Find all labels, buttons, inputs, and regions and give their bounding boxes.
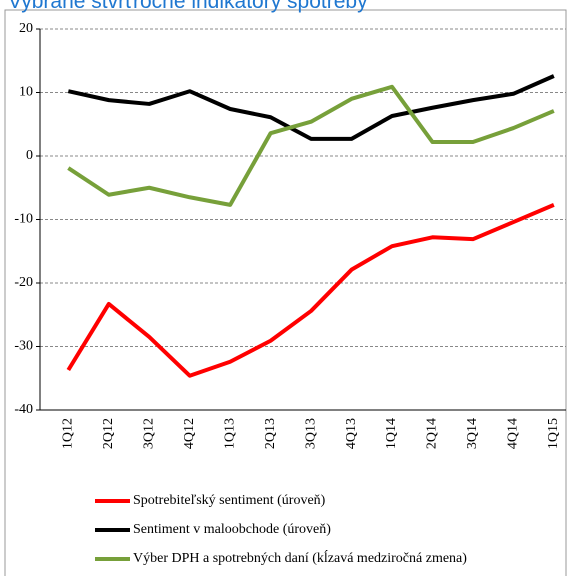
y-tick-label: 20 [19, 21, 33, 36]
legend-label: Sentiment v maloobchode (úroveň) [133, 522, 331, 537]
x-tick-label: 1Q14 [384, 418, 399, 449]
x-tick-label: 1Q15 [546, 418, 561, 449]
series-line [67, 74, 555, 141]
y-tick-label: -30 [14, 339, 33, 354]
series-line [66, 203, 555, 378]
chart-border [4, 9, 567, 576]
legend-label: Výber DPH a spotrebných daní (kĺzavá med… [133, 549, 467, 566]
x-tick-label: 3Q13 [303, 418, 318, 449]
x-tick-label: 4Q12 [182, 418, 197, 449]
y-tick-label: -40 [14, 402, 33, 417]
y-tick-label: -10 [14, 212, 33, 227]
y-tick-label: 10 [19, 85, 33, 100]
x-tick-label: 2Q14 [425, 418, 440, 449]
x-tick-label: 2Q12 [101, 418, 116, 449]
series-line [67, 84, 555, 207]
y-tick-label: -20 [14, 275, 33, 290]
x-tick-label: 4Q13 [344, 418, 359, 449]
x-tick-label: 1Q13 [222, 418, 237, 449]
legend-label: Spotrebiteľský sentiment (úroveň) [133, 493, 326, 508]
x-tick-label: 3Q14 [465, 418, 480, 449]
x-tick-label: 4Q14 [506, 418, 521, 449]
x-tick-label: 2Q13 [263, 418, 278, 449]
y-tick-label: 0 [26, 148, 33, 163]
chart-title: Vybrané štvrťročné indikátory spotreby [8, 0, 368, 13]
x-tick-label: 3Q12 [141, 418, 156, 449]
x-tick-label: 1Q12 [61, 418, 76, 449]
